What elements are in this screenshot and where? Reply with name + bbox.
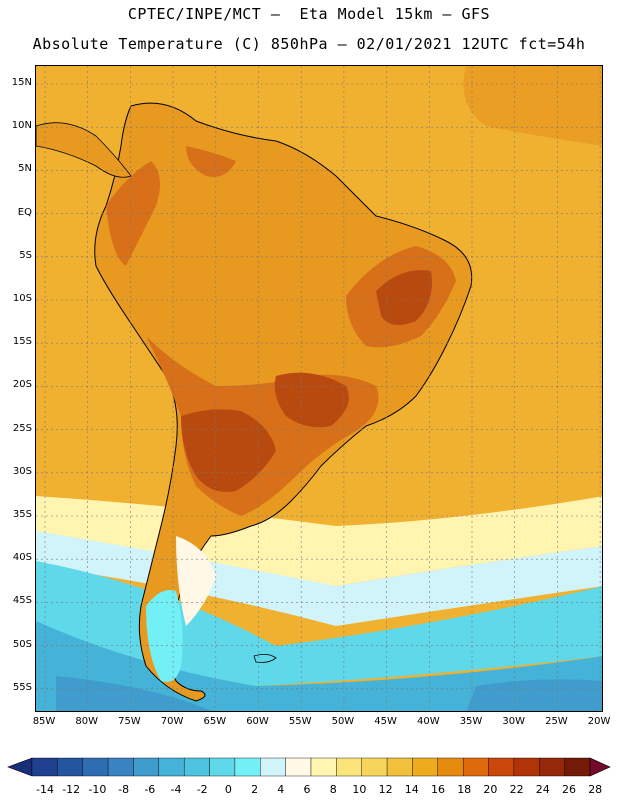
lat-label: 30S	[12, 465, 32, 477]
lat-label: 15N	[11, 77, 32, 88]
colorbar-tick-label: 0	[224, 783, 232, 796]
colorbar-tick-label: 20	[483, 783, 498, 796]
colorbar-low-arrow	[7, 757, 33, 777]
colorbar-segment	[386, 757, 413, 777]
colorbar-segment	[564, 757, 591, 777]
lon-label: 65W	[203, 716, 227, 727]
colorbar-segment	[107, 757, 134, 777]
colorbar-tick-label: -8	[118, 783, 130, 796]
colorbar-tick-label: 10	[352, 783, 367, 796]
colorbar-segment	[133, 757, 160, 777]
colorbar-tick-label: 16	[431, 783, 445, 796]
map-canvas	[36, 66, 602, 711]
title-line-1: CPTEC/INPE/MCT – Eta Model 15km – GFS	[127, 5, 491, 23]
temperature-map	[35, 65, 603, 712]
colorbar-segment	[209, 757, 236, 777]
colorbar-tick-label: 2	[251, 783, 259, 796]
hottest-region-southeast	[274, 372, 349, 428]
lon-label: 20W	[587, 716, 611, 727]
colorbar	[7, 757, 611, 777]
lon-label: 80W	[75, 716, 98, 727]
colorbar-segment	[513, 757, 540, 777]
lat-label: 25S	[12, 422, 32, 434]
lat-label: 35S	[12, 509, 32, 520]
colorbar-segment	[234, 757, 261, 777]
lon-label: 45W	[374, 716, 397, 727]
lat-label: 5N	[18, 163, 32, 175]
cooler-ocean-band	[36, 531, 602, 626]
lon-label: 25W	[545, 716, 568, 727]
lat-label: 40S	[12, 552, 32, 564]
colorbar-segment	[336, 757, 362, 777]
hottest-region-chaco	[181, 409, 276, 492]
hottest-region-northeast-brazil	[376, 270, 432, 325]
falkland-islands	[253, 654, 277, 663]
colorbar-tick-label: 4	[277, 783, 285, 796]
lat-label: 20S	[12, 379, 32, 391]
lon-label: 85W	[32, 716, 56, 727]
colorbar-segment	[82, 757, 109, 777]
colorbar-tick-label: -12	[62, 783, 81, 796]
lon-label: 35W	[459, 716, 483, 727]
colorbar-tick-label: 26	[562, 783, 576, 796]
colorbar-segment	[462, 757, 489, 777]
lat-label: 15S	[12, 336, 32, 348]
lon-label: 40W	[416, 716, 440, 727]
very-cold-patch-east	[466, 679, 602, 711]
colorbar-tick-label: -4	[170, 783, 182, 796]
colorbar-segment	[260, 757, 286, 777]
colorbar-tick-label: 18	[457, 783, 472, 796]
colorbar-tick-label: 22	[509, 783, 524, 796]
lon-label: 70W	[160, 716, 184, 727]
colorbar-segment	[183, 757, 210, 777]
colorbar-segment	[412, 757, 439, 777]
colorbar-tick-label: 14	[404, 783, 419, 796]
central-america	[36, 122, 132, 178]
lat-label: 5S	[19, 249, 32, 261]
colorbar-tick-label: 8	[329, 783, 337, 796]
lon-label: 55W	[288, 716, 312, 727]
colorbar-segment	[285, 757, 312, 777]
colorbar-segment	[361, 757, 388, 777]
lon-label: 30W	[502, 716, 525, 727]
cold-region-patagonia	[146, 590, 183, 682]
lon-label: 75W	[118, 716, 141, 727]
colorbar-high-arrow	[589, 757, 611, 777]
colorbar-segment	[437, 757, 464, 777]
colorbar-segment	[488, 757, 515, 777]
cool-region-south-cone	[176, 536, 216, 626]
lon-label: 60W	[246, 716, 269, 727]
warm-ocean-band-north	[463, 66, 602, 146]
colorbar-tick-label: 28	[588, 783, 603, 796]
lon-label: 50W	[331, 716, 355, 727]
colorbar-tick-label: -14	[36, 783, 54, 796]
colorbar-segment	[539, 757, 565, 777]
colorbar-segment	[310, 757, 337, 777]
lat-label: 10N	[11, 120, 32, 132]
colorbar-tick-label: -2	[196, 783, 208, 796]
colorbar-segment	[57, 757, 83, 777]
colorbar-segment	[31, 757, 58, 777]
colorbar-tick-label: 6	[303, 783, 311, 796]
colorbar-tick-label: 24	[535, 783, 550, 796]
title-line-2: Absolute Temperature (C) 850hPa – 02/01/…	[32, 35, 586, 53]
colorbar-tick-label: 12	[378, 783, 393, 796]
colorbar-tick-label: -6	[144, 783, 156, 796]
very-cold-patch	[56, 676, 212, 711]
lat-label: EQ	[17, 206, 32, 218]
colorbar-segment	[158, 757, 185, 777]
lat-label: 10S	[12, 293, 32, 304]
lat-label: 55S	[12, 681, 32, 693]
lat-label: 50S	[12, 638, 32, 650]
colorbar-tick-label: -10	[88, 783, 107, 796]
lat-label: 45S	[12, 595, 32, 607]
hot-region-venezuela	[186, 146, 236, 177]
